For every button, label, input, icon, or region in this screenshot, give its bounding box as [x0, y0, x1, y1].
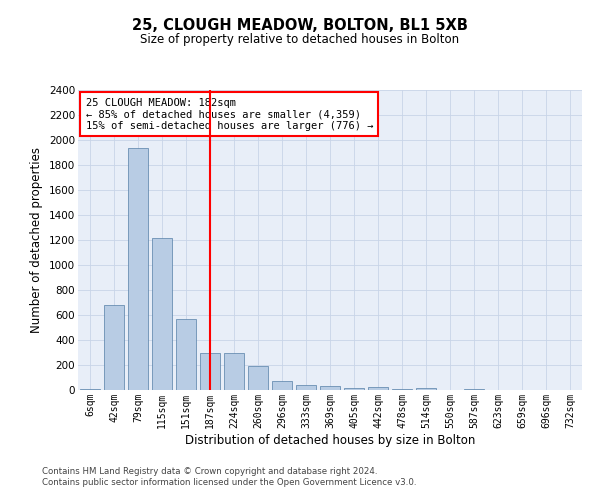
Bar: [320, 386, 340, 390]
Bar: [296, 385, 316, 390]
Bar: [176, 319, 196, 390]
Bar: [248, 366, 268, 390]
Bar: [272, 381, 292, 390]
Bar: [104, 305, 124, 390]
Text: Contains HM Land Registry data © Crown copyright and database right 2024.: Contains HM Land Registry data © Crown c…: [42, 467, 377, 476]
Bar: [224, 352, 244, 390]
Bar: [368, 387, 388, 390]
Bar: [200, 352, 220, 390]
Text: 25 CLOUGH MEADOW: 182sqm
← 85% of detached houses are smaller (4,359)
15% of sem: 25 CLOUGH MEADOW: 182sqm ← 85% of detach…: [86, 98, 373, 130]
Y-axis label: Number of detached properties: Number of detached properties: [31, 147, 43, 333]
Bar: [128, 148, 148, 390]
Text: 25, CLOUGH MEADOW, BOLTON, BL1 5XB: 25, CLOUGH MEADOW, BOLTON, BL1 5XB: [132, 18, 468, 32]
X-axis label: Distribution of detached houses by size in Bolton: Distribution of detached houses by size …: [185, 434, 475, 446]
Bar: [152, 238, 172, 390]
Text: Contains public sector information licensed under the Open Government Licence v3: Contains public sector information licen…: [42, 478, 416, 487]
Bar: [416, 388, 436, 390]
Bar: [344, 388, 364, 390]
Text: Size of property relative to detached houses in Bolton: Size of property relative to detached ho…: [140, 32, 460, 46]
